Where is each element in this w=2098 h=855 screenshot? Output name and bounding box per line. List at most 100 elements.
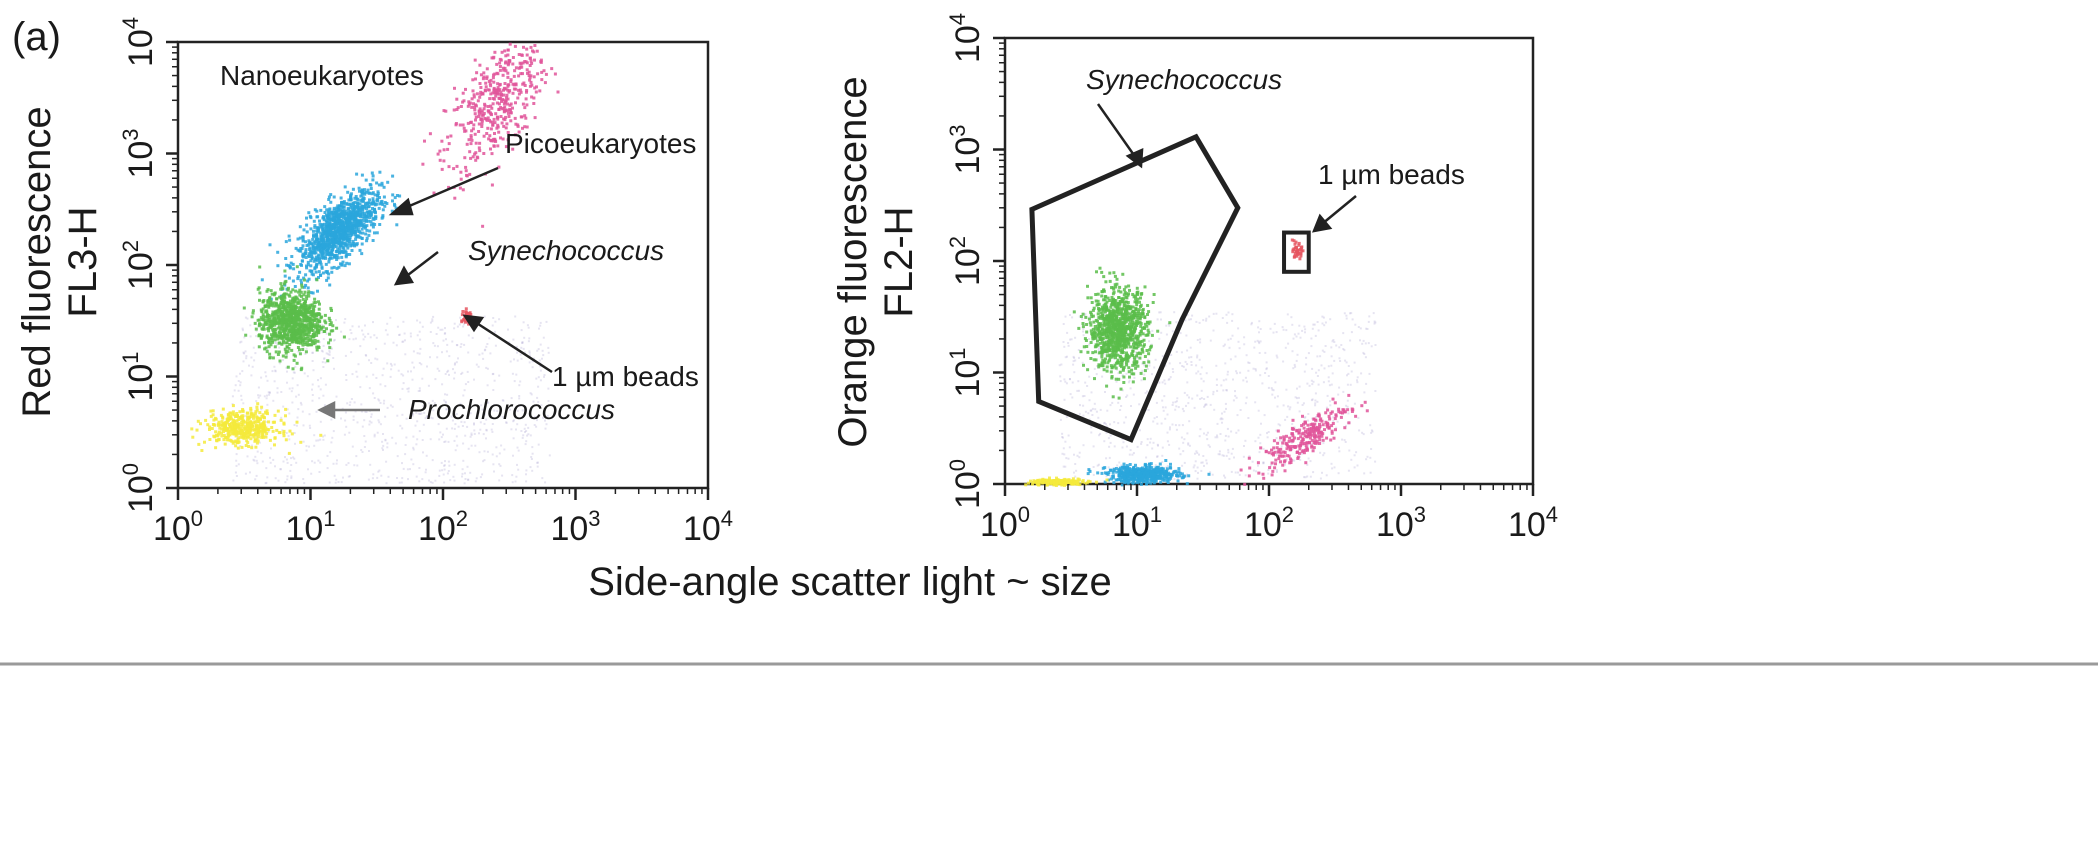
background-event-point [286,408,289,411]
background-event-point [1259,374,1262,377]
background-event-point [1294,365,1297,368]
background-event-point [1120,464,1123,467]
picoeukaryotes-point [391,193,395,197]
picoeukaryotes-point [314,270,318,274]
background-event-point [288,438,291,441]
synechococcus-point [1126,359,1130,363]
synechococcus-point [317,329,321,332]
background-event-point [344,318,347,320]
background-event-point [463,323,465,326]
background-event-point [1171,423,1174,426]
background-event-point [1092,466,1095,468]
background-event-point [1304,416,1307,419]
background-event-point [376,431,379,434]
background-event-point [364,335,367,338]
picoeukaryotes-point [343,241,347,245]
synechococcus-point [299,341,303,345]
nanoeukaryotes-point [490,113,493,117]
background-event-point [1353,361,1356,364]
synechococcus-point [1104,280,1108,284]
background-event-point [1330,383,1333,386]
prochlorococcus-point [231,430,235,434]
background-event-point [1329,404,1332,407]
nanoeukaryotes-point [540,78,544,82]
synechococcus-point [316,339,320,343]
picoeukaryotes-point [322,218,326,222]
background-event-point [1097,463,1100,466]
background-event-point [1159,311,1162,314]
synechococcus-point [297,333,301,337]
picoeukaryotes-point [320,241,324,245]
background-event-point [417,412,420,415]
prochlorococcus-point [204,418,208,422]
background-event-point [1358,429,1361,432]
background-event-point [1311,327,1314,330]
background-event-point [1356,379,1358,382]
background-event-point [464,434,467,437]
prochlorococcus-point [214,430,218,434]
background-event-point [1209,339,1212,342]
synechococcus-point [330,309,333,312]
background-event-point [321,361,324,364]
background-event-point [1171,368,1174,370]
synechococcus-point [307,323,311,326]
picoeukaryotes-point [324,240,328,244]
synechococcus-point [299,290,303,294]
background-event-point [508,341,511,344]
background-event-point [1169,376,1172,379]
synechococcus-point [294,304,298,308]
picoeukaryotes-point [294,246,298,250]
prochlorococcus-point [262,420,266,424]
background-event-point [1151,329,1154,332]
picoeukaryotes-point [301,239,305,243]
background-event-point [1317,329,1320,332]
background-event-point [1078,315,1081,318]
synechococcus-point [258,298,261,302]
background-event-point [460,404,463,407]
background-event-point [537,376,540,379]
prochlorococcus-point [209,414,213,418]
picoeukaryotes-point [310,254,314,258]
synechococcus-point [318,324,321,328]
background-event-point [533,424,536,426]
nanoeukaryotes-point [428,132,432,136]
background-event-point [404,353,407,356]
background-event-point [1332,416,1335,419]
background-event-point [444,373,447,375]
synechococcus-point [277,331,281,335]
background-event-point [1097,416,1100,419]
background-event-point [521,341,524,344]
background-event-point [1323,350,1326,353]
background-event-point [256,450,259,453]
background-event-point [240,340,243,343]
background-event-point [1059,418,1062,421]
background-event-point [521,342,524,344]
picoeukaryotes-point [323,211,327,214]
background-event-point [284,481,287,484]
picoeukaryotes-point [326,210,330,214]
background-event-point [1103,352,1106,355]
background-event-point [1109,475,1112,478]
background-event-point [1367,342,1370,345]
picoeukaryotes-point [315,233,319,237]
background-event-point [1121,438,1124,441]
nanoeukaryotes-point [488,97,492,101]
nanoeukaryotes-point [483,117,487,120]
background-event-point [444,440,447,443]
background-event-point [1135,351,1137,354]
background-event-point [461,371,464,374]
background-event-point [401,477,404,480]
nanoeukaryotes-point [496,125,500,129]
picoeukaryotes-point [365,190,369,194]
background-event-point [1098,346,1101,349]
background-event-point [364,324,366,327]
background-event-point [547,400,550,402]
background-event-point [462,394,465,397]
nanoeukaryotes-point [469,142,473,146]
background-event-point [429,356,431,359]
prochlorococcus-point [226,435,230,439]
background-event-point [1299,455,1301,458]
nanoeukaryotes-point [494,88,498,92]
prochlorococcus-point [234,415,237,418]
background-event-point [401,427,404,430]
